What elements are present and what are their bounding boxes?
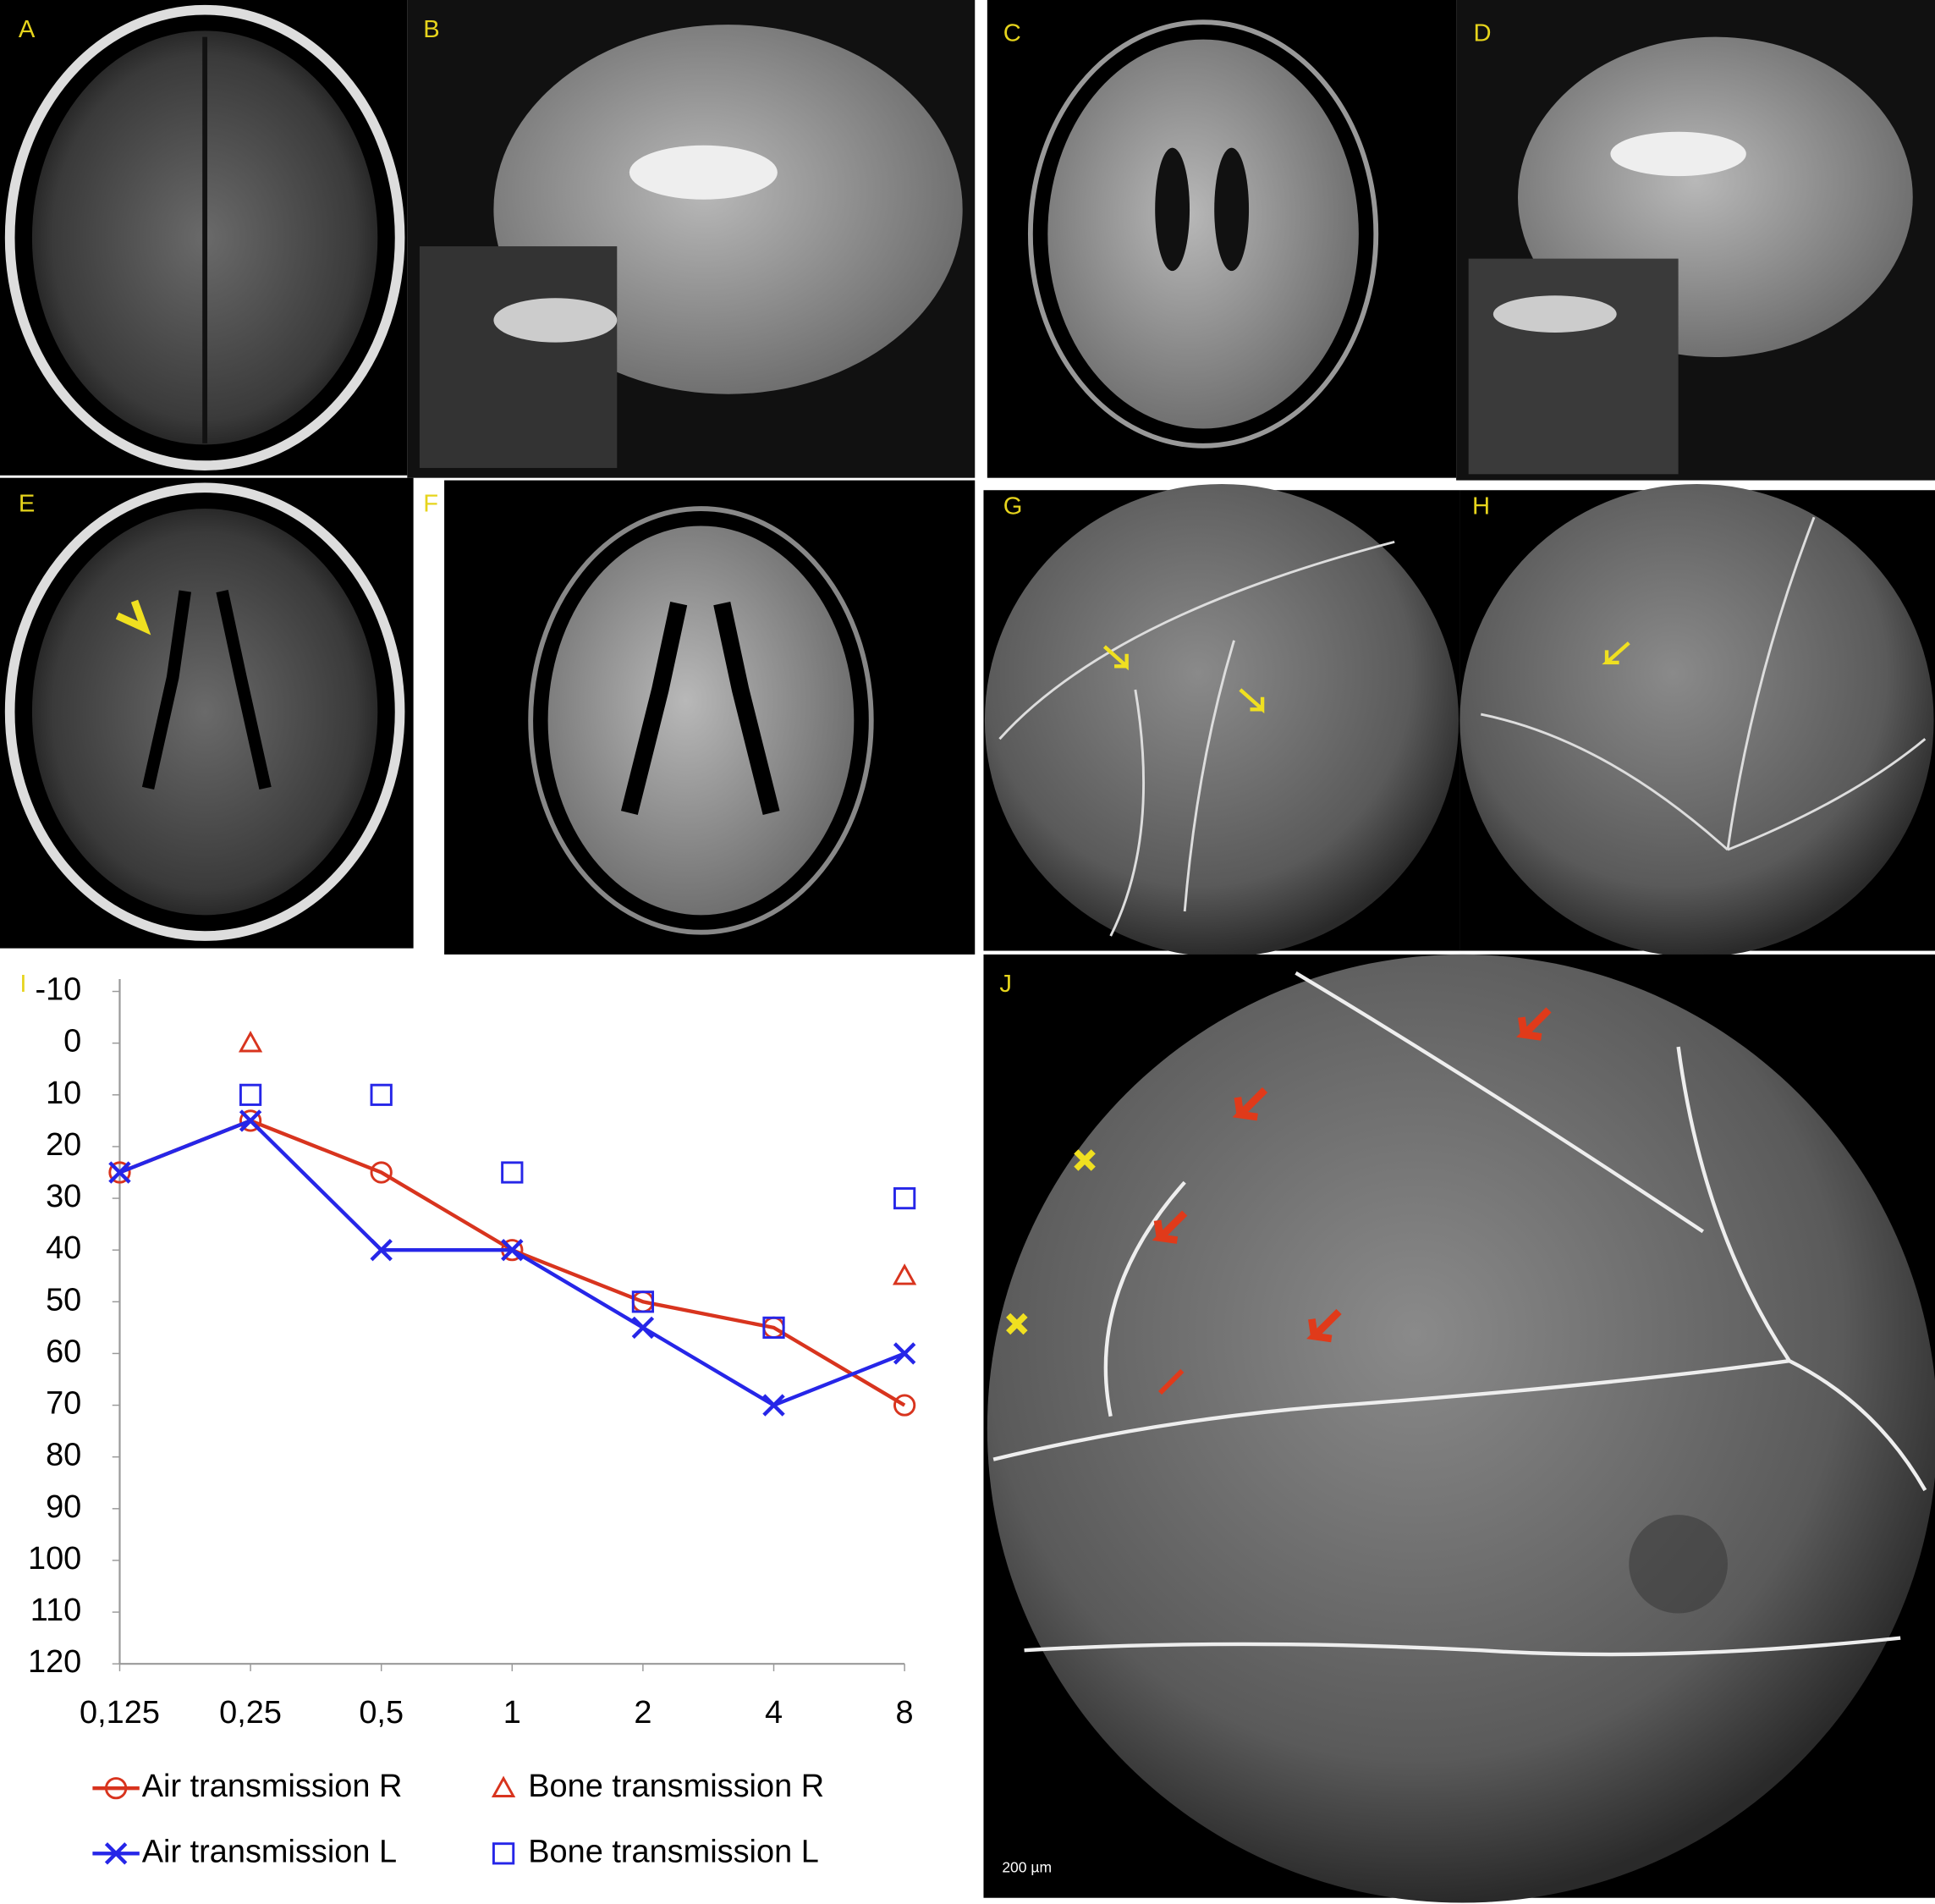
x-tick-label: 4	[765, 1695, 783, 1731]
data-point	[501, 1239, 524, 1262]
y-tick-label: 120	[28, 1644, 81, 1680]
data-point	[239, 1109, 262, 1132]
panel-h	[1459, 483, 1935, 957]
legend-label: Bone transmission R	[528, 1769, 824, 1804]
y-tick-label: 50	[46, 1282, 81, 1318]
panel-label: D	[1474, 19, 1492, 47]
panel-label: F	[423, 490, 438, 517]
data-point	[239, 1083, 262, 1106]
legend-label: Air transmission R	[142, 1769, 403, 1804]
data-point	[631, 1316, 655, 1340]
panel-b	[407, 0, 976, 478]
panel-g	[983, 483, 1460, 957]
y-tick-label: 30	[46, 1179, 81, 1214]
panel-e	[0, 477, 414, 949]
legend-marker	[104, 1842, 128, 1865]
data-point	[762, 1316, 785, 1339]
panel-label: C	[1003, 19, 1021, 47]
panel-label: B	[423, 16, 439, 43]
panel-a	[0, 0, 408, 476]
legend-marker	[104, 1777, 128, 1800]
audiogram: -10 0 10 20 30 40 50 60 70 80 90 100 110 120 0,125 0,25…	[28, 972, 917, 1869]
y-tick-label: 70	[46, 1386, 81, 1422]
data-point	[893, 1186, 916, 1210]
legend-label: Air transmission L	[142, 1834, 397, 1869]
y-tick-label: 80	[46, 1438, 81, 1473]
data-point	[108, 1161, 131, 1184]
panel-label: E	[19, 490, 35, 517]
x-tick-label: 1	[503, 1695, 521, 1731]
y-tick-label: 40	[46, 1230, 81, 1266]
data-point	[370, 1239, 393, 1262]
panel-label: G	[1003, 493, 1023, 520]
data-point	[893, 1342, 916, 1365]
panel-c	[987, 0, 1457, 478]
data-point	[762, 1394, 785, 1417]
y-tick-label: 110	[30, 1593, 81, 1628]
x-tick-label: 0,5	[359, 1695, 404, 1731]
legend-marker	[492, 1842, 515, 1865]
data-point	[239, 1109, 262, 1132]
y-tick-label: 90	[46, 1489, 81, 1525]
data-point	[501, 1161, 524, 1184]
panel-label: J	[999, 971, 1012, 998]
data-point	[238, 1031, 263, 1053]
x-tick-label: 8	[896, 1695, 914, 1731]
data-point	[108, 1161, 131, 1184]
x-tick-label: 0,125	[80, 1695, 160, 1731]
data-point	[370, 1083, 393, 1106]
y-tick-label: 60	[46, 1334, 81, 1369]
y-tick-label: 20	[46, 1127, 81, 1163]
data-point	[631, 1290, 655, 1313]
panel-label: A	[19, 16, 36, 43]
y-tick-label: -10	[35, 972, 81, 1008]
x-tick-label: 0,25	[219, 1695, 282, 1731]
y-tick-label: 0	[63, 1024, 81, 1059]
panel-label: H	[1472, 493, 1490, 520]
panel-f	[444, 480, 976, 955]
y-tick-label: 10	[46, 1076, 81, 1111]
x-tick-label: 2	[634, 1695, 651, 1731]
y-tick-label: 100	[28, 1541, 81, 1577]
legend-marker	[491, 1775, 516, 1797]
data-point	[893, 1394, 916, 1417]
data-point	[892, 1263, 917, 1285]
panel-j: 200 µm	[983, 954, 1935, 1903]
scale-label: 200 µm	[1002, 1858, 1052, 1875]
panel-label: I	[19, 971, 26, 998]
data-point	[370, 1161, 393, 1184]
legend-label: Bone transmission L	[528, 1834, 819, 1869]
panel-d	[1456, 0, 1935, 481]
